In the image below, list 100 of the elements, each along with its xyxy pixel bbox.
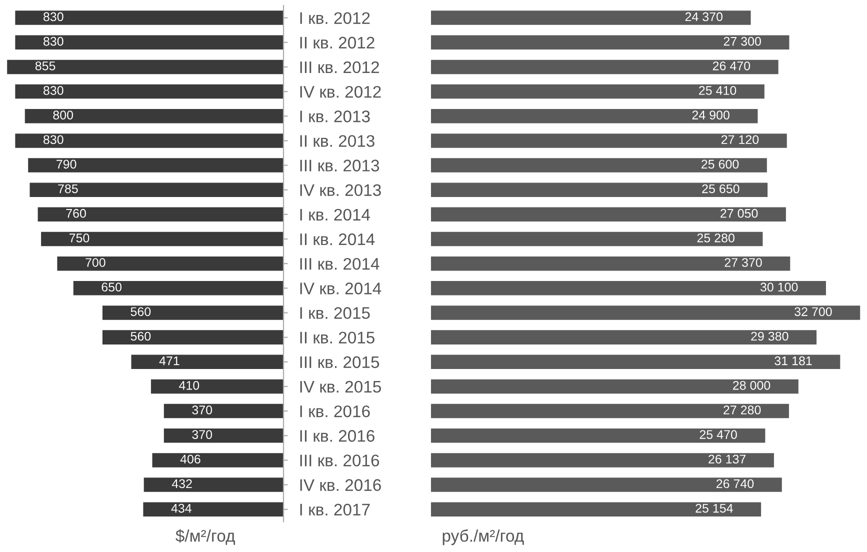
data-label: 560 [130, 307, 151, 316]
bar [152, 453, 284, 468]
bar [164, 404, 284, 418]
bar [15, 134, 284, 148]
x-axis-title: $/м²/год [176, 529, 235, 545]
data-label: 370 [192, 430, 212, 439]
y-tick-label: I кв. 2017 [300, 504, 370, 516]
bar [102, 306, 284, 320]
bar [430, 35, 790, 50]
bar [430, 281, 826, 296]
bar [430, 108, 758, 124]
data-label: 32 700 [794, 307, 832, 316]
data-label: 28 000 [733, 380, 770, 390]
data-label: 650 [102, 282, 122, 292]
data-label: 25 410 [699, 86, 736, 95]
data-label: 830 [44, 135, 64, 144]
data-label: 25 154 [696, 504, 733, 513]
y-tick-label: I кв. 2013 [300, 110, 370, 122]
bar [15, 84, 284, 99]
x-axis-title: руб./м²/год [442, 529, 524, 546]
bar [57, 256, 284, 271]
data-label: 406 [180, 454, 200, 464]
bar [30, 182, 284, 197]
data-label: 790 [56, 160, 76, 169]
y-tick-label: III кв. 2015 [300, 356, 380, 368]
data-label: 27 370 [724, 258, 762, 267]
data-label: 25 470 [700, 430, 737, 439]
bar [430, 256, 790, 271]
data-label: 830 [44, 86, 64, 95]
bar [430, 306, 860, 320]
bar [430, 478, 782, 492]
bar [15, 10, 284, 25]
data-label: 30 100 [760, 282, 798, 292]
data-label: 410 [179, 380, 200, 390]
bar [38, 207, 284, 222]
data-label: 27 300 [724, 36, 761, 46]
bar [430, 158, 767, 172]
data-label: 29 380 [751, 332, 788, 341]
bar [430, 502, 762, 516]
bar [102, 330, 284, 344]
bar [7, 60, 284, 74]
data-label: 27 280 [724, 406, 761, 414]
data-label: 560 [130, 332, 151, 341]
data-label: 24 370 [685, 12, 723, 22]
data-label: 27 050 [720, 208, 758, 218]
bar [150, 379, 284, 394]
data-label: 800 [53, 110, 74, 120]
data-label: 750 [69, 234, 90, 242]
bar [430, 134, 787, 148]
y-tick-label: I кв. 2016 [300, 405, 370, 418]
bar [430, 10, 751, 25]
y-tick-label: I кв. 2014 [300, 208, 370, 221]
y-tick-label: III кв. 2013 [300, 160, 380, 172]
y-tick-label: III кв. 2016 [300, 454, 380, 466]
data-label: 26 470 [712, 61, 750, 70]
y-tick-label: IV кв. 2014 [300, 282, 382, 294]
data-label: 785 [58, 184, 78, 194]
data-label: 26 137 [708, 454, 746, 464]
y-tick-label: IV кв. 2016 [300, 479, 381, 491]
y-tick-label: II кв. 2016 [300, 430, 374, 442]
data-label: 700 [86, 258, 106, 267]
y-tick-label: III кв. 2012 [300, 61, 379, 74]
bar [164, 428, 284, 443]
y-tick-label: II кв. 2013 [300, 135, 374, 147]
data-label: 31 181 [774, 356, 812, 366]
bar [430, 84, 764, 99]
bar [430, 330, 817, 344]
bar [430, 404, 789, 418]
bar [430, 428, 766, 443]
data-label: 25 600 [702, 160, 739, 169]
data-label: 830 [44, 12, 64, 22]
data-label: 855 [35, 61, 56, 70]
bar [430, 60, 778, 74]
bar [15, 35, 284, 50]
y-tick-label: I кв. 2012 [300, 12, 370, 24]
data-label: 24 900 [692, 110, 730, 120]
bar [430, 379, 798, 394]
data-label: 27 120 [721, 135, 759, 144]
data-label: 370 [192, 406, 212, 414]
y-tick-label: II кв. 2014 [300, 233, 375, 246]
bar [143, 502, 284, 516]
bar [144, 478, 284, 492]
bar [28, 158, 284, 172]
bar [430, 453, 774, 468]
y-tick-label: II кв. 2015 [300, 332, 374, 344]
y-tick-label: IV кв. 2015 [300, 380, 381, 393]
bar [430, 232, 763, 246]
y-tick-label: I кв. 2015 [300, 307, 370, 319]
data-label: 471 [159, 356, 180, 366]
y-tick-label: II кв. 2012 [300, 36, 374, 49]
data-label: 760 [66, 208, 86, 218]
y-tick-label: IV кв. 2012 [300, 86, 381, 98]
data-label: 434 [171, 504, 192, 513]
data-label: 25 650 [702, 184, 740, 194]
bar [73, 281, 284, 296]
bar [430, 354, 840, 370]
data-label: 830 [44, 36, 64, 46]
data-label: 432 [172, 479, 192, 488]
bar [24, 108, 284, 124]
y-tick-label: IV кв. 2013 [300, 184, 381, 196]
